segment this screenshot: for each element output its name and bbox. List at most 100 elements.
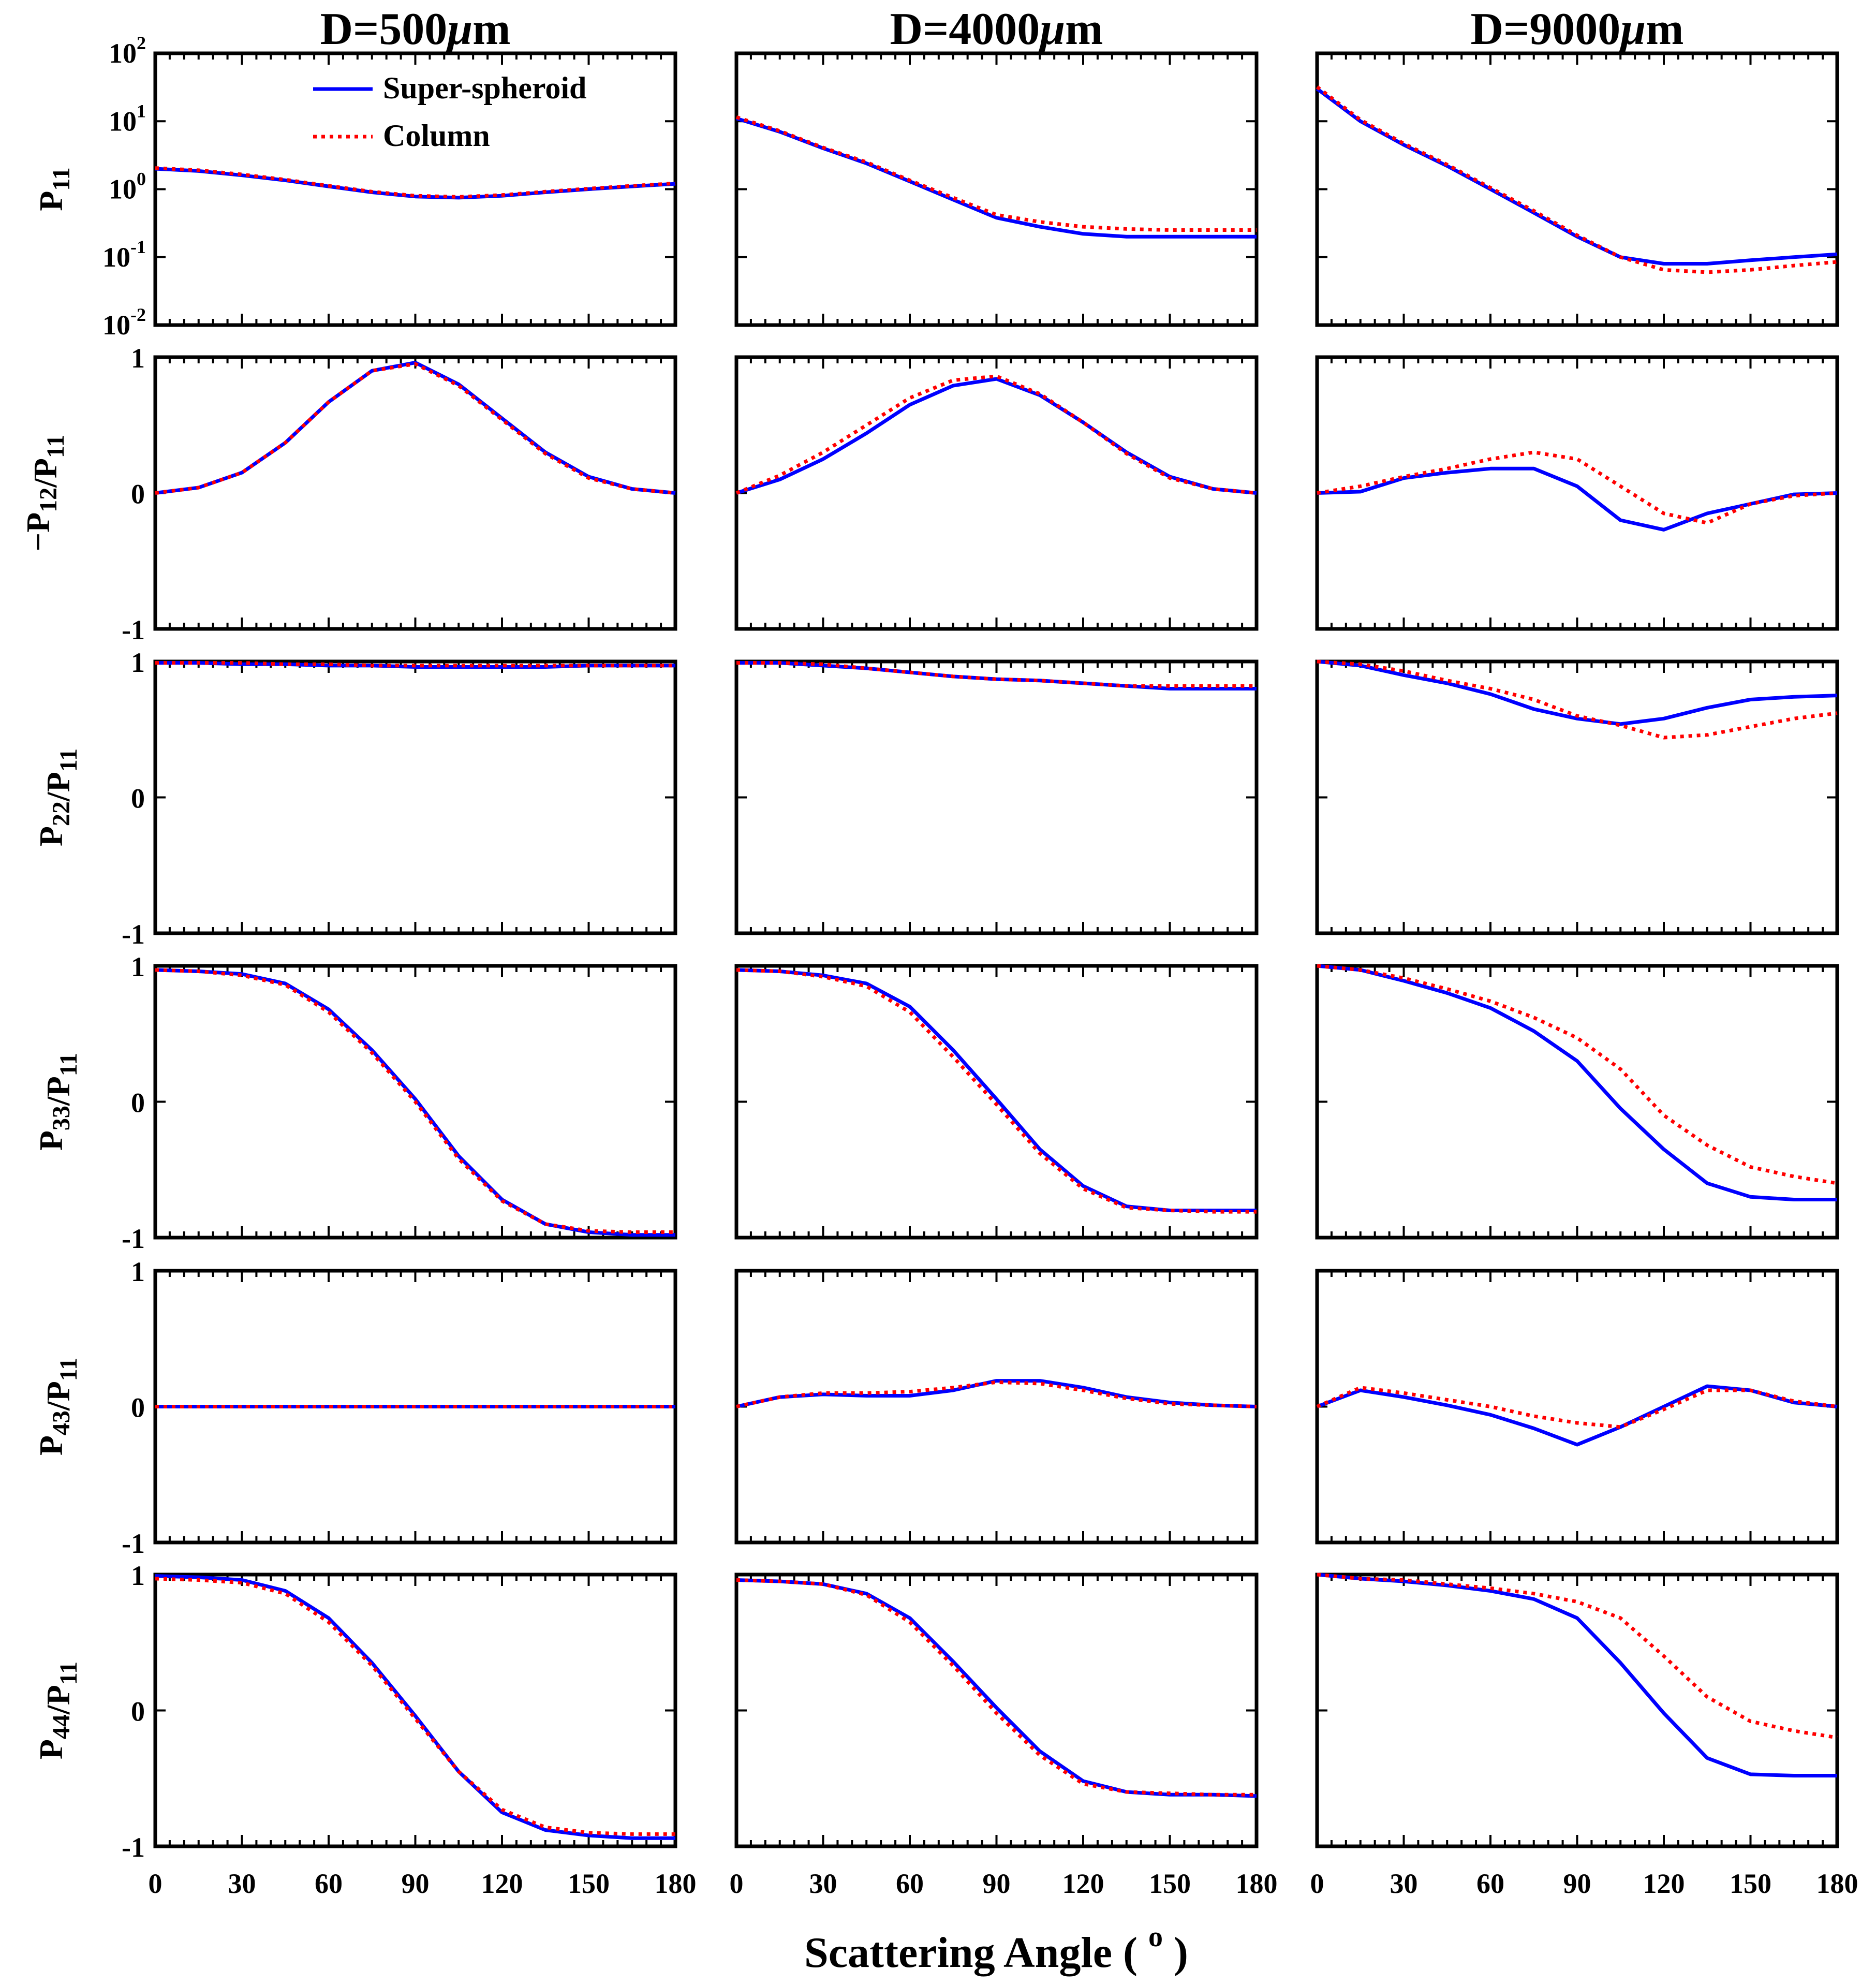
- x-tick-label: 60: [896, 1868, 924, 1899]
- panel: [153, 355, 677, 631]
- x-tick-label: 30: [1390, 1868, 1418, 1899]
- y-tick-label: 0: [131, 1696, 145, 1727]
- series-line-column: [736, 968, 1257, 1214]
- series-line-column: [155, 661, 675, 668]
- x-tick-label: 120: [1062, 1868, 1104, 1899]
- series-line-column: [155, 968, 675, 1234]
- y-tick-label: -1: [122, 919, 145, 950]
- y-tick-label: -1: [122, 614, 145, 645]
- series-line-super-spheroid: [1317, 964, 1837, 1201]
- x-tick-label: 30: [228, 1868, 256, 1899]
- y-tick-label: 10-2: [102, 304, 146, 341]
- series-line-column: [736, 1578, 1257, 1797]
- panel-frame: [1315, 1269, 1839, 1545]
- panel-frame: [734, 1572, 1259, 1848]
- series-line-super-spheroid: [736, 1578, 1257, 1798]
- x-tick-label: 180: [1236, 1868, 1278, 1899]
- y-tick-label: 1: [131, 1256, 145, 1287]
- x-axis-label: Scattering Angle ( o ): [804, 1921, 1188, 1977]
- panel: [734, 51, 1259, 327]
- panel: [734, 659, 1259, 935]
- series-line-super-spheroid: [155, 167, 676, 200]
- series-line-column: [1317, 964, 1838, 1185]
- column-title: D=500μm: [320, 4, 511, 54]
- series-line-super-spheroid: [1316, 1384, 1838, 1447]
- y-tick-label: 101: [109, 100, 146, 137]
- y-axis-label: P11: [33, 167, 75, 211]
- y-axis-label: −P12/P11: [20, 435, 69, 552]
- series-line-column: [735, 374, 1257, 495]
- series-line-super-spheroid: [736, 661, 1257, 690]
- series-line-column: [155, 1577, 675, 1836]
- x-tick-label: 60: [315, 1868, 343, 1899]
- y-axis-label: P22/P11: [33, 748, 82, 846]
- x-tick-label: 90: [1563, 1868, 1591, 1899]
- series-line-super-spheroid: [735, 116, 1257, 239]
- panel: [734, 1572, 1259, 1848]
- x-tick-label: 180: [1816, 1868, 1858, 1899]
- y-tick-label: -1: [122, 1223, 145, 1254]
- panel-frame: [734, 355, 1259, 631]
- series-line-super-spheroid: [1316, 87, 1838, 266]
- legend-label: Column: [383, 119, 490, 153]
- panel-frame: [1315, 659, 1839, 935]
- y-axis-label: P44/P11: [33, 1662, 82, 1759]
- series-line-column: [1317, 1572, 1838, 1740]
- series-line-column: [155, 362, 676, 495]
- y-tick-label: 1: [131, 647, 145, 678]
- panel-frame: [153, 659, 677, 935]
- series-line-column: [155, 166, 676, 199]
- column-title: D=4000μm: [890, 4, 1103, 54]
- panel-frame: [153, 1572, 677, 1848]
- y-tick-label: 100: [109, 169, 146, 205]
- y-tick-label: 1: [131, 1560, 145, 1591]
- y-tick-label: 0: [131, 479, 145, 510]
- panel: [734, 964, 1259, 1240]
- y-axis-label: P33/P11: [33, 1053, 82, 1151]
- series-line-column: [1317, 450, 1838, 525]
- legend: Super-spheroid Column: [313, 71, 586, 153]
- panel: [1315, 659, 1839, 935]
- series-line-super-spheroid: [155, 1574, 675, 1840]
- panel: [1315, 51, 1839, 327]
- series-line-super-spheroid: [1317, 659, 1838, 726]
- panel-frame: [153, 355, 677, 631]
- series-line-super-spheroid: [1317, 1572, 1837, 1777]
- y-tick-label: -1: [122, 1832, 145, 1863]
- panel-frame: [1315, 355, 1839, 631]
- panel: [734, 1269, 1259, 1545]
- x-tick-label: 90: [983, 1868, 1011, 1899]
- series-line-super-spheroid: [736, 968, 1257, 1212]
- series-line-column: [735, 115, 1257, 232]
- series-line-super-spheroid: [155, 361, 676, 495]
- panel: [1315, 355, 1839, 631]
- series-line-super-spheroid: [736, 1379, 1257, 1408]
- x-tick-label: 150: [568, 1868, 610, 1899]
- legend-label: Super-spheroid: [383, 71, 586, 105]
- panel: [153, 659, 677, 935]
- y-tick-label: 10-1: [102, 237, 146, 273]
- panel-frame: [734, 51, 1259, 327]
- series-line-column: [1317, 659, 1838, 740]
- x-tick-label: 60: [1476, 1868, 1504, 1899]
- y-axis-label: P43/P11: [33, 1358, 82, 1456]
- panel: [1315, 1572, 1839, 1848]
- x-tick-label: 150: [1730, 1868, 1771, 1899]
- series-line-super-spheroid: [1317, 466, 1838, 532]
- y-tick-label: 102: [109, 33, 146, 69]
- y-tick-label: 0: [131, 1392, 145, 1423]
- panel-frame: [1315, 1572, 1839, 1848]
- panel: [153, 1269, 677, 1545]
- x-tick-label: 0: [1310, 1868, 1324, 1899]
- y-tick-label: -1: [122, 1528, 145, 1559]
- panel-frame: [734, 659, 1259, 935]
- x-tick-label: 120: [1643, 1868, 1685, 1899]
- series-line-column: [1316, 85, 1838, 274]
- x-tick-label: 120: [481, 1868, 523, 1899]
- x-tick-label: 150: [1149, 1868, 1191, 1899]
- panel-frame: [734, 1269, 1259, 1545]
- panel: [734, 355, 1259, 631]
- series-line-column: [1316, 1386, 1838, 1429]
- panel: [1315, 1269, 1839, 1545]
